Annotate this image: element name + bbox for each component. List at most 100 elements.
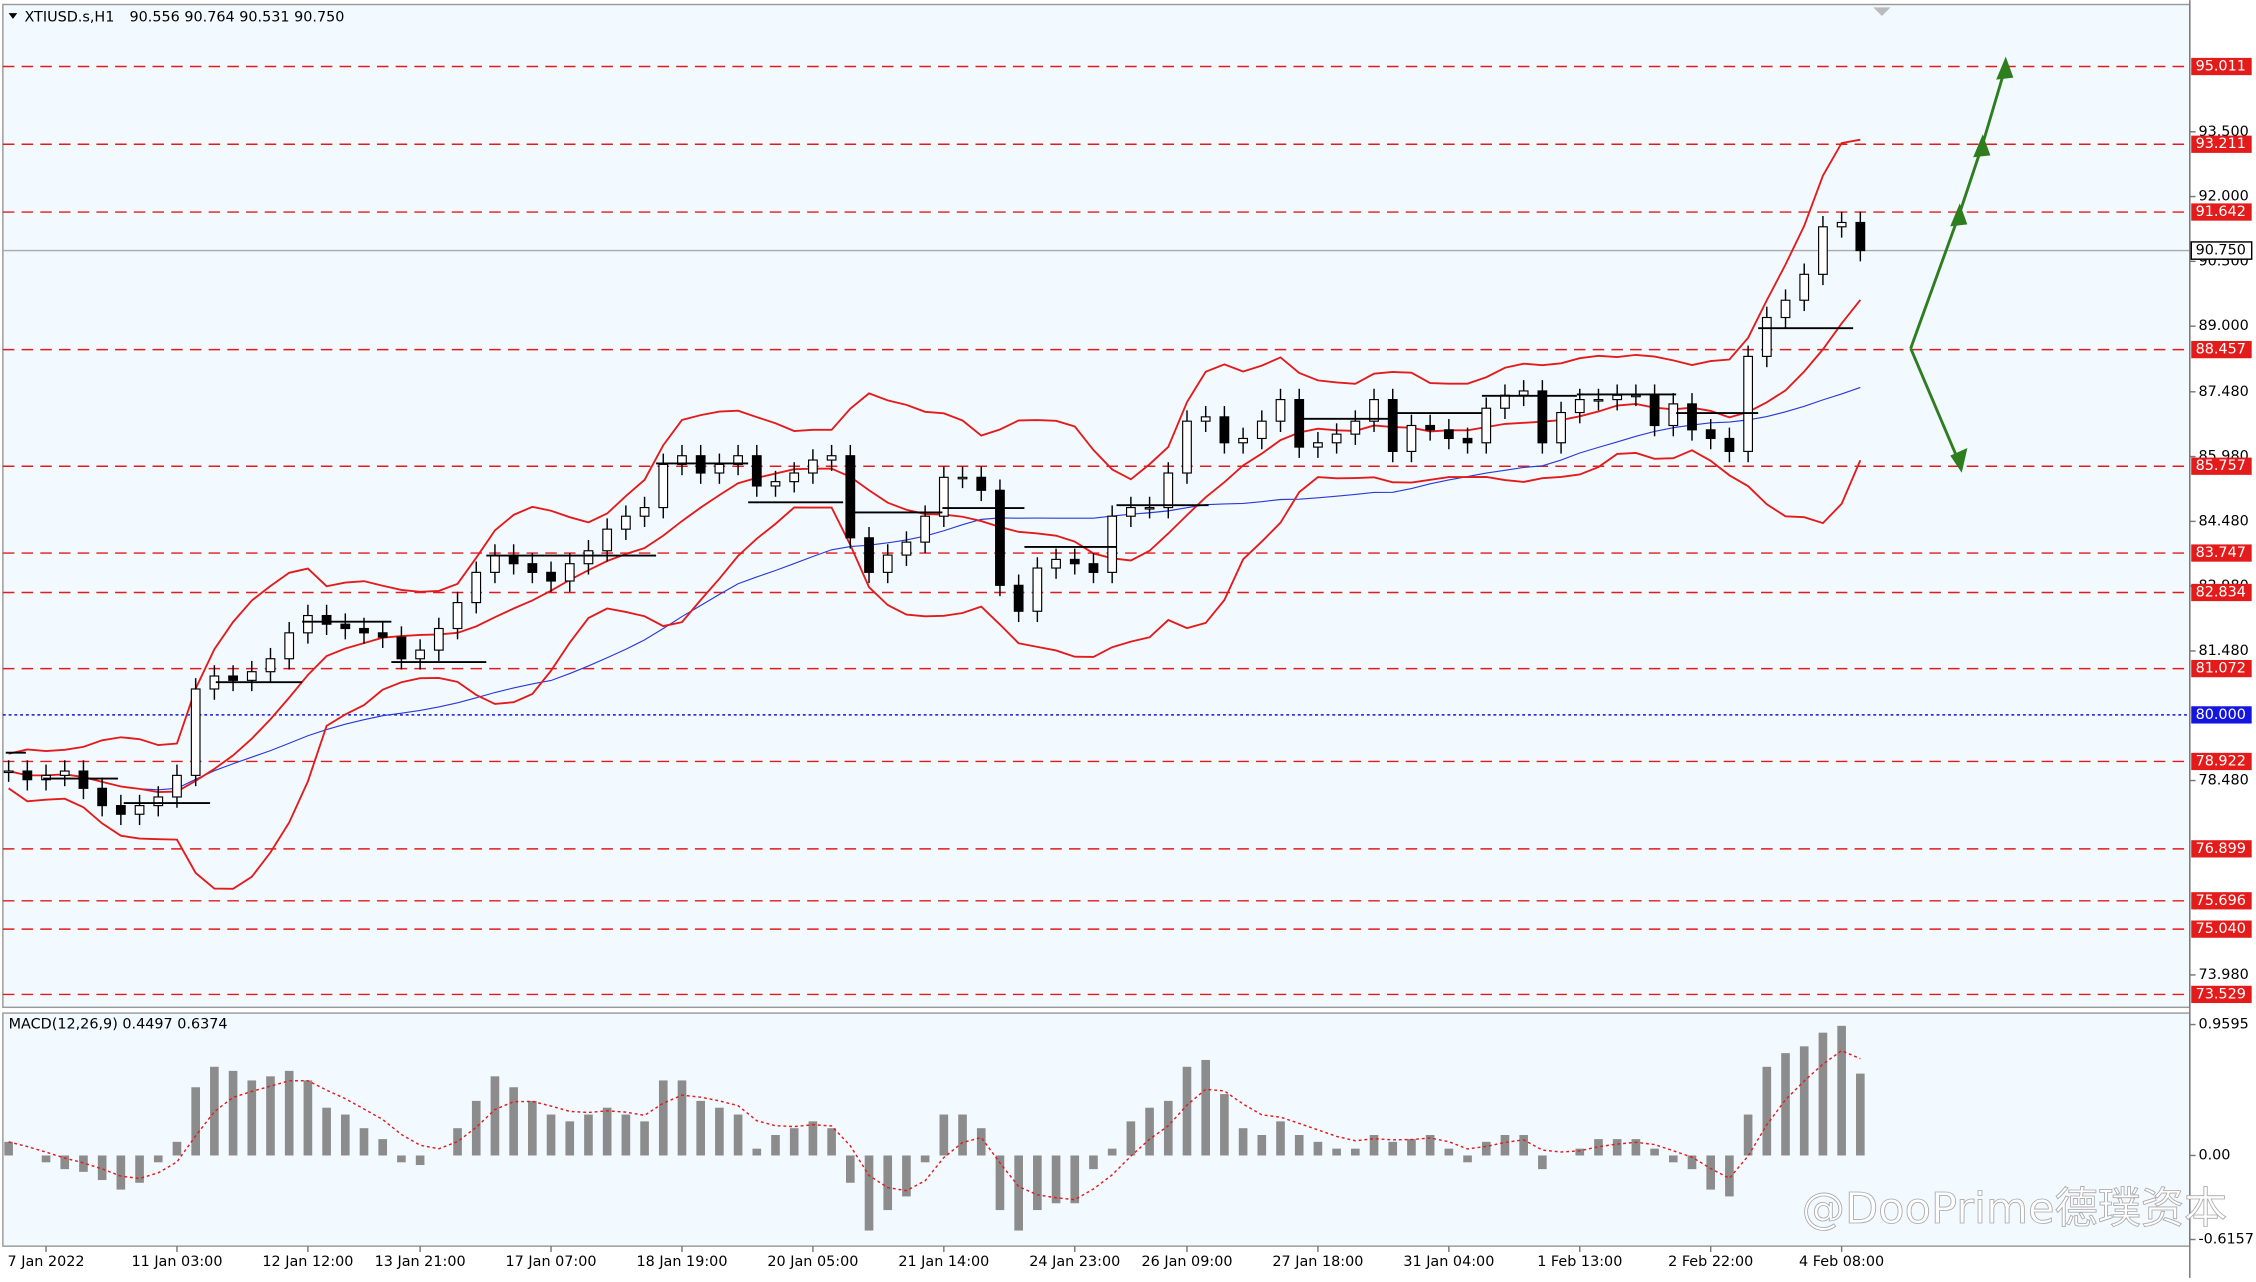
macd-bar (97, 1155, 107, 1181)
macd-bar (1220, 1094, 1229, 1156)
macd-signal (8, 1049, 1861, 1201)
y-tick-label: 89.000 (2198, 318, 2248, 334)
macd-bar (453, 1128, 462, 1156)
macd-bar (1351, 1148, 1360, 1156)
candle-body (564, 563, 575, 582)
level-label: 85.757 (2196, 458, 2246, 474)
macd-bar (397, 1155, 406, 1163)
candle-body (995, 489, 1005, 586)
candle-body (1387, 399, 1398, 452)
macd-bar (1089, 1155, 1098, 1170)
macd-bar (546, 1114, 556, 1156)
macd-bar (902, 1155, 911, 1197)
macd-bar (303, 1080, 313, 1156)
candle-body (583, 550, 594, 565)
candle-body (1107, 515, 1118, 573)
candle-body (1799, 273, 1810, 301)
macd-bar (1201, 1059, 1211, 1156)
macd-bar (1612, 1139, 1622, 1156)
candle-body (1724, 437, 1735, 452)
macd-bar (584, 1114, 593, 1156)
candle-body (1462, 437, 1473, 444)
macd-bar (565, 1121, 575, 1156)
level-label: 78.922 (2196, 753, 2246, 769)
macd-bar (1818, 1032, 1828, 1156)
candle-body (97, 787, 108, 807)
macd-bar (1856, 1073, 1865, 1156)
level-label: 91.642 (2196, 204, 2246, 220)
candle-body (1593, 399, 1604, 402)
macd-bar (1837, 1025, 1846, 1156)
macd-title: MACD(12,26,9) 0.4497 0.6374 (9, 1017, 228, 1033)
level-label: 76.899 (2196, 841, 2246, 857)
candle-body (172, 774, 182, 798)
macd-bar (1631, 1139, 1641, 1156)
marks: 93.50092.00090.50089.00087.48085.98084.4… (2, 57, 2254, 1270)
macd-bar (771, 1135, 780, 1156)
candle-body (359, 627, 369, 634)
macd-bar (1182, 1066, 1192, 1156)
x-tick-label: 21 Jan 14:00 (898, 1254, 989, 1270)
candle-body (751, 455, 762, 487)
level-label: 82.834 (2196, 584, 2246, 600)
candle-body (340, 623, 351, 630)
macd-bar (1294, 1135, 1304, 1156)
level-label-box (2191, 920, 2252, 938)
x-tick-label: 26 Jan 09:00 (1141, 1254, 1232, 1270)
macd-bar (1519, 1135, 1528, 1156)
macd-bar (1276, 1121, 1285, 1156)
moving-average (8, 386, 1861, 791)
forecast-arrows (1909, 56, 2014, 473)
macd-tick-label: 0.9595 (2198, 1017, 2248, 1033)
candle-body (452, 602, 463, 630)
macd-bar (1743, 1114, 1753, 1156)
x-tick-label: 27 Jan 18:00 (1272, 1254, 1363, 1270)
macd-bar (1107, 1148, 1117, 1156)
macd-bar (41, 1155, 51, 1163)
level-label: 88.457 (2196, 342, 2246, 358)
candle-body (1406, 424, 1417, 452)
candle-body (1668, 403, 1679, 427)
candle-body (808, 459, 818, 474)
candle-body (938, 476, 949, 517)
candle-body (1630, 394, 1641, 398)
candle-body (1032, 567, 1043, 612)
x-tick-label: 2 Feb 22:00 (1668, 1254, 1753, 1270)
candle-body (1687, 403, 1697, 431)
candle-body (714, 463, 725, 474)
macd-bar (1668, 1155, 1678, 1163)
candle-body (1780, 299, 1791, 319)
macd-bar (808, 1121, 818, 1156)
candle-body (22, 770, 33, 781)
candle-body (1761, 316, 1772, 357)
candle-body (284, 632, 295, 660)
macd-bar (958, 1114, 967, 1156)
macd-bar (1575, 1148, 1585, 1156)
macd-bar (1033, 1155, 1042, 1211)
candle-body (377, 632, 388, 638)
candle-body (864, 537, 874, 573)
macd-bar (1407, 1139, 1416, 1156)
candle-body (901, 541, 912, 556)
macd-bar (733, 1114, 743, 1156)
macd-bar (322, 1107, 331, 1156)
candle-body (433, 627, 444, 651)
candle-body (1818, 226, 1828, 275)
candle-body (1481, 407, 1492, 444)
candle-body (3, 770, 14, 774)
level-label: 75.040 (2196, 921, 2246, 937)
macd-bar (415, 1155, 425, 1166)
macd-bar (1238, 1128, 1248, 1156)
macd-bar (135, 1155, 144, 1183)
x-tick-label: 1 Feb 13:00 (1537, 1254, 1622, 1270)
candle-body (396, 636, 407, 660)
x-tick-label: 20 Jan 05:00 (767, 1254, 858, 1270)
candle-body (1705, 429, 1716, 440)
macd-bar (864, 1155, 874, 1231)
macd-bar (752, 1148, 762, 1156)
y-tick-label: 92.000 (2198, 189, 2248, 205)
candle-body (976, 476, 987, 491)
macd-bar (1500, 1135, 1510, 1156)
candle-body (1425, 424, 1436, 431)
x-tick-label: 4 Feb 08:00 (1799, 1254, 1884, 1270)
